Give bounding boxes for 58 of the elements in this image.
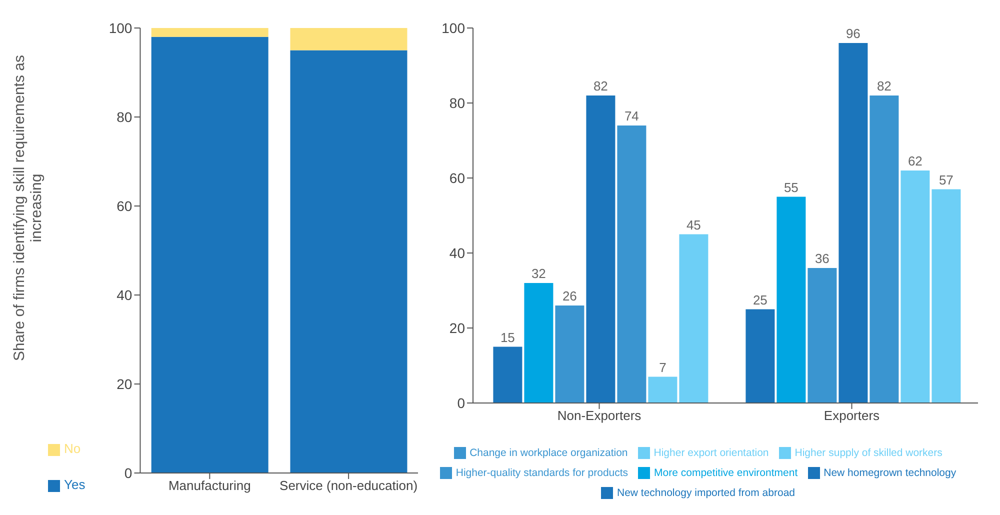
bar	[493, 346, 522, 403]
y-tick-label: 100	[108, 20, 132, 36]
data-label: 25	[752, 292, 768, 308]
bar	[555, 306, 584, 403]
data-label: 82	[593, 78, 608, 94]
x-tick-label: Exporters	[824, 408, 880, 424]
bar	[776, 196, 806, 403]
data-label: 57	[938, 172, 954, 188]
y-tick-label: 80	[116, 108, 132, 125]
x-tick-label: Manufacturing	[168, 478, 251, 494]
y-tick-label: 60	[116, 198, 132, 214]
x-tick-label: Non-Exporters	[557, 408, 642, 424]
bar	[617, 126, 646, 403]
data-label: 45	[686, 217, 701, 232]
legend-label: New technology imported from abroad	[616, 487, 795, 499]
bar	[151, 36, 268, 473]
y-tick-label: 60	[449, 170, 466, 186]
x-tick-label: Service (non-education)	[280, 478, 418, 494]
data-label: 15	[500, 330, 515, 345]
legend-label: Change in workplace organization	[470, 447, 628, 459]
legend-label: New homegrown technology	[824, 467, 956, 479]
bar	[900, 170, 930, 403]
bar	[932, 189, 961, 403]
data-label: 82	[876, 78, 892, 94]
bar	[679, 234, 708, 403]
y-tick-label: 40	[116, 286, 132, 303]
bar	[838, 43, 868, 403]
data-label: 74	[624, 108, 639, 124]
legend-label: Higher export orientation	[654, 447, 769, 459]
data-label: 26	[562, 288, 577, 304]
y-tick-label: 0	[124, 464, 132, 481]
y-axis-title: Share of firms identifying skill requirements as increasing	[11, 54, 45, 363]
legend-label: Higher supply of skilled workers	[794, 447, 942, 459]
bar	[290, 50, 408, 473]
bar	[290, 28, 408, 50]
bar	[151, 28, 268, 37]
data-label: 96	[846, 26, 860, 41]
y-tick-label: 80	[449, 94, 466, 111]
bar	[746, 309, 775, 403]
bar	[870, 96, 899, 403]
legend-label: Higher-quality standards for products	[456, 467, 628, 479]
bar	[648, 376, 678, 403]
legend-label: More competitive environtment	[654, 467, 798, 479]
legend-label: No	[64, 441, 81, 456]
y-tick-label: 20	[449, 320, 466, 336]
data-label: 36	[814, 251, 830, 266]
legend-label: Yes	[64, 477, 86, 492]
data-label: 32	[531, 266, 546, 281]
data-label: 55	[784, 180, 798, 195]
y-tick-label: 0	[457, 394, 466, 411]
data-label: 7	[659, 360, 666, 375]
y-tick-label: 40	[449, 244, 466, 261]
bar	[586, 96, 616, 403]
data-label: 62	[908, 154, 922, 168]
y-tick-label: 100	[442, 20, 466, 36]
y-tick-label: 20	[116, 376, 132, 392]
bar	[808, 268, 837, 403]
bar	[524, 283, 554, 403]
